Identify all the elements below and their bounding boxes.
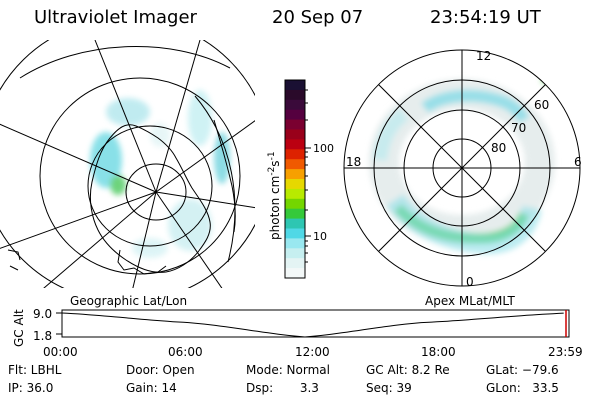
colorbar-band <box>285 129 305 140</box>
colorbar-band <box>285 99 305 111</box>
lat-label-80: 80 <box>491 141 506 155</box>
x-tick-1800: 18:00 <box>421 345 456 359</box>
colorbar-band <box>285 179 305 190</box>
instrument-title: Ultraviolet Imager <box>34 7 197 28</box>
y-tick-9: 9.0 <box>33 307 52 321</box>
colorbar-band <box>285 198 305 210</box>
gc-alt-axis-label: GC Alt <box>12 309 26 347</box>
colorbar-band <box>285 228 305 239</box>
info-glon: GLon: 33.5 <box>486 381 559 395</box>
color-scale: 100 10 photon cm-2s-1 <box>267 79 334 279</box>
colorbar-band <box>285 109 305 121</box>
colorbar-band <box>285 89 305 101</box>
info-door: Door: Open <box>126 363 195 377</box>
colorbar-band <box>285 248 305 259</box>
time-label: 23:54:19 UT <box>430 7 541 28</box>
y-tick-1-8: 1.8 <box>33 329 52 343</box>
date-label: 20 Sep 07 <box>272 7 364 28</box>
colorbar-band <box>285 208 305 220</box>
mlt-label-0: 0 <box>466 275 474 289</box>
info-seq: Seq: 39 <box>366 381 412 395</box>
mlt-label-18: 18 <box>346 155 361 169</box>
mlt-label-12: 12 <box>476 49 491 63</box>
info-gc-alt: GC Alt: 8.2 Re <box>366 363 450 377</box>
orbit-timeline: 9.0 1.8 GC Alt 00:00 06:00 12:00 18:00 2… <box>12 307 583 359</box>
colorbar-band <box>285 159 305 170</box>
x-tick-0000: 00:00 <box>43 345 78 359</box>
colorbar-band <box>285 169 305 180</box>
colorbar-band <box>285 80 305 91</box>
info-filter: Flt: LBHL <box>8 363 62 377</box>
orbit-altitude-curve <box>61 312 564 338</box>
colorbar-band <box>285 119 305 131</box>
x-tick-1200: 12:00 <box>295 345 330 359</box>
colorbar-band <box>285 139 305 150</box>
colorbar-band <box>285 268 305 279</box>
colorbar-tick-10: 10 <box>313 230 327 243</box>
info-glat: GLat: −79.6 <box>486 363 559 377</box>
colorbar-tick-100: 100 <box>313 142 334 155</box>
colorbar-band <box>285 188 305 200</box>
geographic-label: Geographic Lat/Lon <box>70 294 187 308</box>
colorbar-units-label: photon cm-2s-1 <box>267 151 282 240</box>
geographic-map <box>0 40 255 288</box>
x-tick-0600: 06:00 <box>168 345 203 359</box>
info-mode: Mode: Normal <box>246 363 330 377</box>
info-dsp: Dsp: 3.3 <box>246 381 319 395</box>
lat-label-60: 60 <box>534 98 549 112</box>
lat-label-70: 70 <box>511 121 526 135</box>
magnetic-polar-plot: 12 18 6 0 60 70 80 <box>343 49 582 289</box>
info-gain: Gain: 14 <box>126 381 177 395</box>
mlt-label-6: 6 <box>574 155 582 169</box>
colorbar-band <box>285 238 305 249</box>
apex-label: Apex MLat/MLT <box>425 294 515 308</box>
x-tick-2359: 23:59 <box>548 345 583 359</box>
colorbar-band <box>285 149 305 160</box>
colorbar-band <box>285 258 305 269</box>
colorbar-band <box>285 218 305 230</box>
info-ip: IP: 36.0 <box>8 381 54 395</box>
